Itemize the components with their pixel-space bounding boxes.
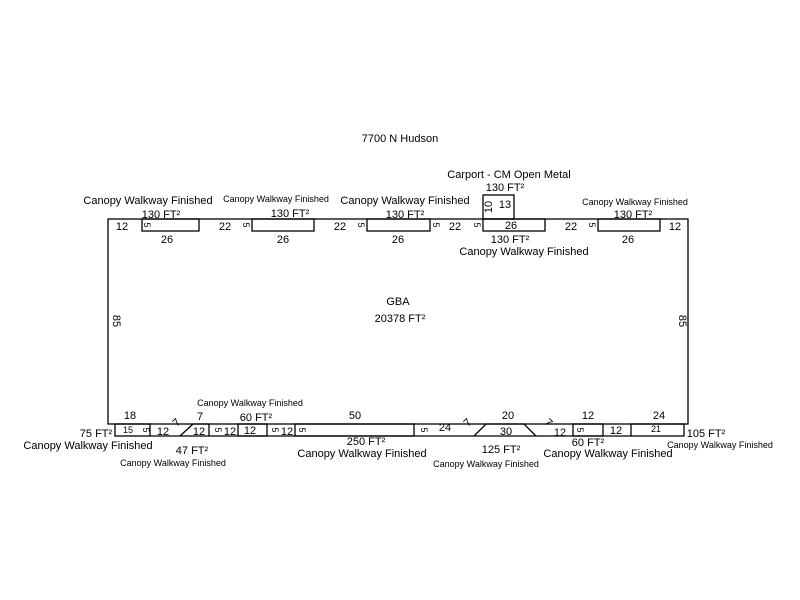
- gap-dim: 12: [224, 426, 236, 438]
- canopy-dim: 5: [297, 427, 307, 432]
- canopy-area: 47 FT²: [176, 445, 209, 457]
- canopy-area: 130 FT²: [386, 209, 425, 221]
- canopy-depth: 5: [356, 222, 366, 227]
- canopy-label: Canopy Walkway Finished: [120, 458, 226, 468]
- gba-label: GBA: [386, 296, 410, 308]
- canopy-dim: 21: [651, 424, 661, 434]
- sketch-title: 7700 N Hudson: [362, 133, 438, 145]
- canopy-area: 130 FT²: [491, 234, 530, 246]
- canopy-depth: 5: [587, 222, 597, 227]
- gap-dim: 22: [449, 221, 461, 233]
- canopy-depth: 5: [241, 222, 251, 227]
- canopy-area: 250 FT²: [347, 436, 386, 448]
- canopy-area: 130 FT²: [614, 209, 653, 221]
- canopy-label: Canopy Walkway Finished: [23, 440, 152, 452]
- canopy-width: 26: [277, 234, 289, 246]
- canopy-label: Canopy Walkway Finished: [459, 246, 588, 258]
- gap-dim: 22: [334, 221, 346, 233]
- gap-dim: 22: [565, 221, 577, 233]
- canopy-label: Canopy Walkway Finished: [582, 197, 688, 207]
- canopy-width: 26: [505, 220, 517, 232]
- canopy-outline: [294, 423, 415, 437]
- canopy-area: 60 FT²: [240, 412, 273, 424]
- canopy-dim: 7: [197, 411, 203, 423]
- canopy-label: Canopy Walkway Finished: [223, 194, 329, 204]
- canopy-dim: 7: [461, 416, 474, 429]
- canopy-depth: 5: [431, 222, 441, 227]
- canopy-dim: 20: [502, 410, 514, 422]
- canopy-dim: 12: [244, 425, 256, 437]
- carport-area: 130 FT²: [486, 182, 525, 194]
- canopy-width: 26: [161, 234, 173, 246]
- right-dim: 85: [676, 315, 688, 327]
- canopy-label: Canopy Walkway Finished: [543, 448, 672, 460]
- canopy-area: 75 FT²: [80, 428, 113, 440]
- canopy-area: 130 FT²: [271, 208, 310, 220]
- canopy-outline: [251, 218, 315, 232]
- carport-dim: 10: [483, 201, 495, 213]
- canopy-dim: 18: [124, 410, 136, 422]
- canopy-label: Canopy Walkway Finished: [667, 440, 773, 450]
- canopy-area: 60 FT²: [572, 437, 605, 449]
- canopy-outline: [114, 423, 151, 437]
- canopy-label: Canopy Walkway Finished: [197, 398, 303, 408]
- canopy-outline: [482, 218, 546, 232]
- canopy-label: Canopy Walkway Finished: [340, 195, 469, 207]
- canopy-dim: 5: [419, 427, 429, 432]
- canopy-outline: [237, 423, 268, 437]
- canopy-dim: 15: [123, 425, 133, 435]
- canopy-area: 130 FT²: [142, 209, 181, 221]
- gap-dim: 12: [669, 221, 681, 233]
- gap-dim: 12: [281, 426, 293, 438]
- carport-dim: 13: [499, 199, 511, 211]
- canopy-label: Canopy Walkway Finished: [433, 459, 539, 469]
- canopy-dim: 30: [500, 426, 512, 438]
- canopy-outline: [630, 423, 685, 437]
- canopy-dim: 24: [653, 410, 665, 422]
- gba-area: 20378 FT²: [375, 313, 426, 325]
- gap-dim: 12: [554, 427, 566, 439]
- canopy-outline: [141, 218, 200, 232]
- gap-dim: 12: [610, 425, 622, 437]
- canopy-dim: 5: [141, 427, 151, 432]
- canopy-outline: [597, 218, 661, 232]
- canopy-outline: [179, 423, 210, 437]
- canopy-dim: 12: [582, 410, 594, 422]
- canopy-outline: [572, 423, 604, 437]
- gap-dim: 12: [116, 221, 128, 233]
- canopy-dim: 50: [349, 410, 361, 422]
- canopy-label: Canopy Walkway Finished: [297, 448, 426, 460]
- canopy-area: 105 FT²: [687, 428, 726, 440]
- canopy-dim: 5: [575, 427, 585, 432]
- canopy-dim: 7: [170, 416, 183, 429]
- carport-label: Carport - CM Open Metal: [447, 169, 570, 181]
- canopy-width: 26: [392, 234, 404, 246]
- left-dim: 85: [110, 315, 122, 327]
- canopy-width: 26: [622, 234, 634, 246]
- gap-dim: 22: [219, 221, 231, 233]
- canopy-depth: 5: [472, 222, 482, 227]
- canopy-dim: 5: [270, 427, 280, 432]
- canopy-outline: [366, 218, 431, 232]
- canopy-depth: 5: [142, 222, 152, 227]
- canopy-label: Canopy Walkway Finished: [83, 195, 212, 207]
- canopy-dim: 5: [213, 427, 223, 432]
- canopy-dim: 7: [542, 416, 555, 429]
- gap-dim: 12: [157, 426, 169, 438]
- canopy-area: 125 FT²: [482, 444, 521, 456]
- canopy-outline: [473, 423, 537, 437]
- canopy-dim: 12: [193, 426, 205, 438]
- gap-dim: 24: [439, 422, 451, 434]
